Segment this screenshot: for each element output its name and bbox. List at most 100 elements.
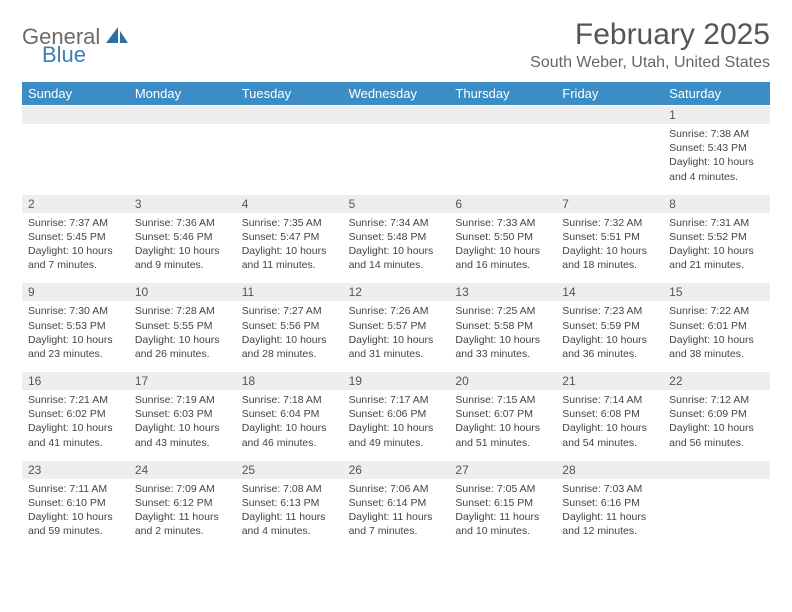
day-detail-cell: Sunrise: 7:33 AMSunset: 5:50 PMDaylight:… (449, 213, 556, 283)
day-detail-cell: Sunrise: 7:06 AMSunset: 6:14 PMDaylight:… (343, 479, 450, 549)
sunrise-line: Sunrise: 7:27 AM (242, 304, 337, 318)
day-number-cell: 4 (236, 194, 343, 213)
sunrise-line: Sunrise: 7:12 AM (669, 393, 764, 407)
calendar: SundayMondayTuesdayWednesdayThursdayFrid… (22, 82, 770, 548)
day-header-cell: Monday (129, 82, 236, 105)
day-detail-cell: Sunrise: 7:26 AMSunset: 5:57 PMDaylight:… (343, 301, 450, 371)
day-number-cell: 5 (343, 194, 450, 213)
day-number-cell (663, 460, 770, 479)
daylight-line: Daylight: 10 hours and 59 minutes. (28, 510, 123, 538)
sunset-line: Sunset: 5:52 PM (669, 230, 764, 244)
day-number-cell: 19 (343, 371, 450, 390)
day-header-cell: Wednesday (343, 82, 450, 105)
day-number-cell: 22 (663, 371, 770, 390)
sunset-line: Sunset: 5:56 PM (242, 319, 337, 333)
daylight-line: Daylight: 11 hours and 4 minutes. (242, 510, 337, 538)
day-number-cell: 16 (22, 371, 129, 390)
day-number-cell: 15 (663, 282, 770, 301)
sunrise-line: Sunrise: 7:26 AM (349, 304, 444, 318)
day-header-row: SundayMondayTuesdayWednesdayThursdayFrid… (22, 82, 770, 105)
day-detail-cell: Sunrise: 7:30 AMSunset: 5:53 PMDaylight:… (22, 301, 129, 371)
daylight-line: Daylight: 10 hours and 21 minutes. (669, 244, 764, 272)
sunrise-line: Sunrise: 7:34 AM (349, 216, 444, 230)
day-detail-row: Sunrise: 7:21 AMSunset: 6:02 PMDaylight:… (22, 390, 770, 460)
title-block: February 2025 South Weber, Utah, United … (530, 18, 770, 72)
sunset-line: Sunset: 5:50 PM (455, 230, 550, 244)
sunrise-line: Sunrise: 7:23 AM (562, 304, 657, 318)
sunrise-line: Sunrise: 7:30 AM (28, 304, 123, 318)
day-detail-cell: Sunrise: 7:09 AMSunset: 6:12 PMDaylight:… (129, 479, 236, 549)
daylight-line: Daylight: 10 hours and 31 minutes. (349, 333, 444, 361)
day-number-cell (236, 105, 343, 124)
day-detail-cell: Sunrise: 7:36 AMSunset: 5:46 PMDaylight:… (129, 213, 236, 283)
month-title: February 2025 (530, 18, 770, 52)
sunrise-line: Sunrise: 7:14 AM (562, 393, 657, 407)
day-number-cell (449, 105, 556, 124)
sail-icon (104, 25, 130, 50)
sunrise-line: Sunrise: 7:17 AM (349, 393, 444, 407)
daylight-line: Daylight: 10 hours and 54 minutes. (562, 421, 657, 449)
day-number-row: 2345678 (22, 194, 770, 213)
sunset-line: Sunset: 5:51 PM (562, 230, 657, 244)
day-number-row: 1 (22, 105, 770, 124)
daylight-line: Daylight: 10 hours and 41 minutes. (28, 421, 123, 449)
sunset-line: Sunset: 6:15 PM (455, 496, 550, 510)
day-header-cell: Sunday (22, 82, 129, 105)
day-number-cell: 27 (449, 460, 556, 479)
sunset-line: Sunset: 6:10 PM (28, 496, 123, 510)
sunset-line: Sunset: 6:08 PM (562, 407, 657, 421)
day-detail-cell: Sunrise: 7:37 AMSunset: 5:45 PMDaylight:… (22, 213, 129, 283)
day-detail-row: Sunrise: 7:11 AMSunset: 6:10 PMDaylight:… (22, 479, 770, 549)
day-number-cell: 18 (236, 371, 343, 390)
sunrise-line: Sunrise: 7:18 AM (242, 393, 337, 407)
day-detail-cell: Sunrise: 7:23 AMSunset: 5:59 PMDaylight:… (556, 301, 663, 371)
day-detail-cell: Sunrise: 7:05 AMSunset: 6:15 PMDaylight:… (449, 479, 556, 549)
day-detail-row: Sunrise: 7:37 AMSunset: 5:45 PMDaylight:… (22, 213, 770, 283)
day-number-cell: 10 (129, 282, 236, 301)
sunset-line: Sunset: 5:53 PM (28, 319, 123, 333)
sunset-line: Sunset: 5:59 PM (562, 319, 657, 333)
day-detail-cell: Sunrise: 7:22 AMSunset: 6:01 PMDaylight:… (663, 301, 770, 371)
day-number-cell: 21 (556, 371, 663, 390)
daylight-line: Daylight: 10 hours and 46 minutes. (242, 421, 337, 449)
daylight-line: Daylight: 10 hours and 38 minutes. (669, 333, 764, 361)
sunrise-line: Sunrise: 7:28 AM (135, 304, 230, 318)
sunset-line: Sunset: 6:12 PM (135, 496, 230, 510)
sunrise-line: Sunrise: 7:06 AM (349, 482, 444, 496)
daylight-line: Daylight: 11 hours and 2 minutes. (135, 510, 230, 538)
daylight-line: Daylight: 10 hours and 36 minutes. (562, 333, 657, 361)
daylight-line: Daylight: 10 hours and 33 minutes. (455, 333, 550, 361)
day-detail-cell: Sunrise: 7:38 AMSunset: 5:43 PMDaylight:… (663, 124, 770, 194)
day-number-cell: 17 (129, 371, 236, 390)
sunset-line: Sunset: 6:01 PM (669, 319, 764, 333)
sunset-line: Sunset: 5:47 PM (242, 230, 337, 244)
day-detail-cell: Sunrise: 7:03 AMSunset: 6:16 PMDaylight:… (556, 479, 663, 549)
daylight-line: Daylight: 10 hours and 28 minutes. (242, 333, 337, 361)
daylight-line: Daylight: 11 hours and 10 minutes. (455, 510, 550, 538)
daylight-line: Daylight: 10 hours and 18 minutes. (562, 244, 657, 272)
header: General Blue February 2025 South Weber, … (22, 18, 770, 72)
sunrise-line: Sunrise: 7:35 AM (242, 216, 337, 230)
day-detail-cell (556, 124, 663, 194)
daylight-line: Daylight: 10 hours and 23 minutes. (28, 333, 123, 361)
day-number-cell: 14 (556, 282, 663, 301)
sunrise-line: Sunrise: 7:32 AM (562, 216, 657, 230)
sunrise-line: Sunrise: 7:31 AM (669, 216, 764, 230)
daylight-line: Daylight: 10 hours and 49 minutes. (349, 421, 444, 449)
sunrise-line: Sunrise: 7:21 AM (28, 393, 123, 407)
sunset-line: Sunset: 6:04 PM (242, 407, 337, 421)
day-header-cell: Tuesday (236, 82, 343, 105)
daylight-line: Daylight: 10 hours and 26 minutes. (135, 333, 230, 361)
sunrise-line: Sunrise: 7:22 AM (669, 304, 764, 318)
day-detail-cell: Sunrise: 7:12 AMSunset: 6:09 PMDaylight:… (663, 390, 770, 460)
day-number-cell: 8 (663, 194, 770, 213)
day-number-cell: 24 (129, 460, 236, 479)
day-number-cell (22, 105, 129, 124)
day-number-cell: 11 (236, 282, 343, 301)
sunrise-line: Sunrise: 7:15 AM (455, 393, 550, 407)
sunrise-line: Sunrise: 7:08 AM (242, 482, 337, 496)
day-header-cell: Friday (556, 82, 663, 105)
sunset-line: Sunset: 6:14 PM (349, 496, 444, 510)
sunset-line: Sunset: 5:57 PM (349, 319, 444, 333)
day-number-cell: 6 (449, 194, 556, 213)
